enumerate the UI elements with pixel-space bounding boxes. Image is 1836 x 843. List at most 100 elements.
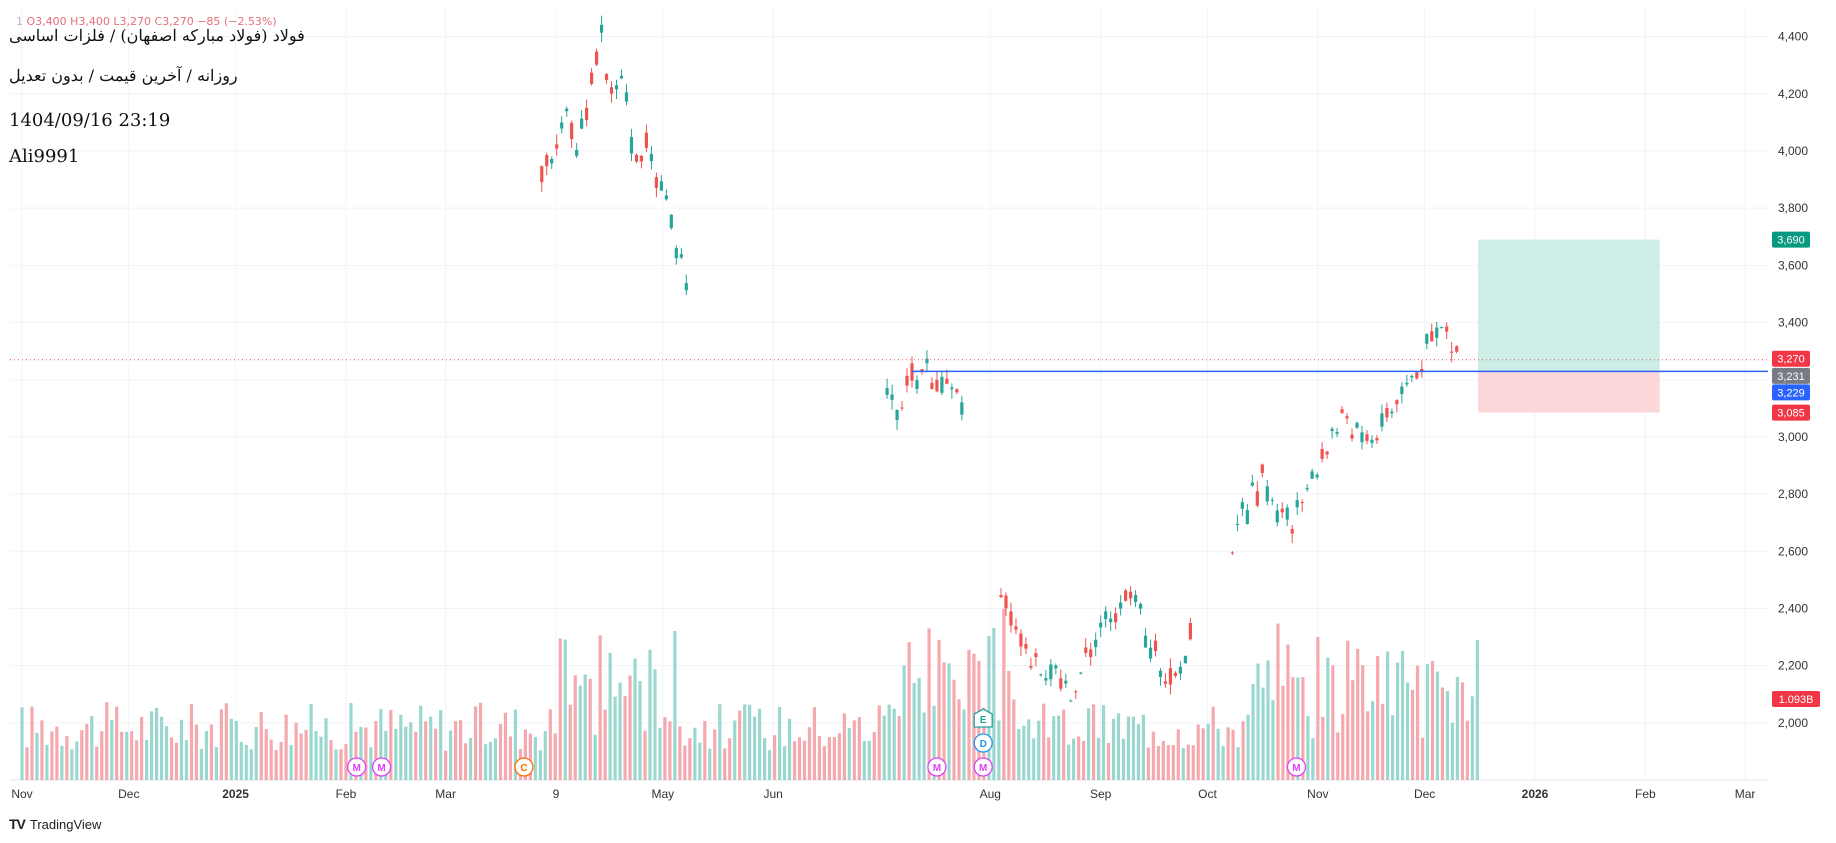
volume-bar: [95, 746, 99, 780]
candle-body: [639, 155, 644, 162]
candle-body: [1335, 431, 1339, 434]
volume-bar: [1131, 716, 1136, 780]
candle-body: [1084, 647, 1088, 653]
volume-bar: [349, 702, 353, 780]
volume-bar: [693, 727, 697, 780]
candle-body: [1360, 432, 1364, 443]
candle-body: [1345, 416, 1349, 419]
volume-bar: [45, 744, 49, 780]
candle-body: [1124, 590, 1128, 601]
candle-body: [594, 51, 599, 65]
volume-bar: [70, 749, 74, 780]
price-label-bg: [1772, 350, 1810, 367]
volume-bar: [1286, 644, 1290, 780]
volume-bar: [593, 734, 597, 780]
volume-bar: [299, 733, 303, 780]
event-marker-icon: [973, 757, 993, 777]
volume-bar: [379, 709, 383, 780]
volume-bar: [922, 712, 926, 780]
candle-body: [575, 149, 579, 156]
volume-bar: [733, 720, 737, 780]
volume-bar: [543, 730, 547, 780]
volume-bar: [1032, 738, 1036, 780]
volume-bar: [404, 726, 408, 780]
volume-bar: [1311, 738, 1315, 780]
volume-bar: [90, 716, 94, 780]
candle-body: [1163, 681, 1168, 684]
volume-bar: [533, 737, 537, 780]
candle-body: [1230, 552, 1234, 554]
candle-body: [580, 118, 584, 129]
price-label-target: 3,690: [1777, 235, 1805, 247]
volume-bar: [618, 682, 622, 780]
volume-bar: [50, 731, 54, 780]
volume-bar: [478, 702, 483, 780]
chart-datetime: 1404/09/16 23:19: [9, 110, 171, 131]
candle-body: [1024, 644, 1028, 649]
candle-body: [940, 376, 944, 393]
volume-bar: [75, 741, 79, 780]
volume-bar: [927, 628, 931, 780]
candle-body: [1400, 386, 1404, 395]
volume-bar: [473, 706, 478, 780]
time-tick-label: Jun: [763, 787, 782, 801]
candle-body: [1405, 382, 1409, 385]
candle-body: [1430, 331, 1434, 342]
candle-body: [550, 158, 554, 164]
volume-bar: [817, 735, 822, 780]
volume-bar: [1291, 677, 1295, 780]
volume-bar: [802, 740, 807, 780]
volume-bar: [20, 707, 24, 780]
volume-bar: [947, 663, 951, 780]
volume-bar: [314, 731, 318, 780]
volume-bar: [60, 745, 64, 780]
volume-bar: [384, 730, 388, 780]
event-marker-letter: M: [1292, 763, 1300, 774]
candle-body: [1445, 326, 1449, 332]
volume-bar: [907, 642, 911, 780]
volume-bar: [1067, 744, 1071, 780]
volume-bar: [224, 703, 228, 780]
candle-body: [1089, 649, 1093, 658]
volume-bar: [239, 741, 243, 780]
candles: [540, 15, 1459, 702]
volume-bar: [444, 750, 448, 780]
volume-bar: [628, 675, 632, 780]
candle-body: [1034, 653, 1038, 658]
volume-bar: [339, 749, 343, 780]
volume-bar: [1246, 714, 1250, 780]
volume-bar: [1037, 720, 1041, 780]
price-tick-label: 3,600: [1778, 258, 1808, 272]
volume-bar: [892, 708, 896, 780]
volume-bar: [787, 718, 792, 780]
candle-body: [1320, 449, 1324, 459]
volume-bar: [573, 675, 577, 780]
candle-body: [1355, 422, 1359, 428]
tradingview-brand[interactable]: TV TradingView: [9, 816, 101, 832]
volume-bar: [992, 627, 996, 780]
volume-bar: [449, 730, 453, 780]
time-tick-label: 2026: [1522, 787, 1549, 801]
price-label-cross: 3,231: [1777, 371, 1805, 383]
stop-zone: [1478, 371, 1660, 413]
open-value: O3,400: [26, 15, 67, 28]
candle-body: [1183, 655, 1188, 664]
chart-settings: روزانه / آخرین قیمت / بدون تعدیل: [9, 66, 238, 85]
volume-bar: [329, 740, 333, 780]
candle-body: [1245, 510, 1249, 525]
volume-bar: [1186, 744, 1190, 780]
price-axis: 2,0002,2002,4002,6002,8003,0003,2003,400…: [1772, 30, 1820, 730]
volume-bar: [792, 741, 797, 780]
volume-bar: [812, 707, 817, 780]
candle-body: [935, 379, 939, 392]
volume-bar: [1356, 648, 1360, 780]
volume-bar: [154, 708, 159, 780]
candle-body: [1019, 633, 1023, 647]
volume-bar: [130, 731, 134, 780]
candle-body: [895, 409, 899, 421]
candle-body: [1270, 499, 1274, 501]
volume-bar: [1435, 671, 1440, 780]
volume-bar: [703, 720, 707, 780]
volume-bar: [125, 731, 129, 780]
